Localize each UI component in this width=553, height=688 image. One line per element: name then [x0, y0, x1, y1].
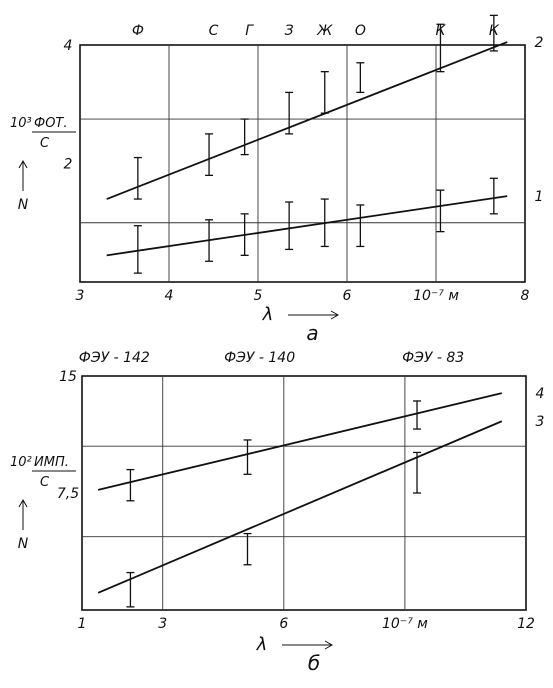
y-unit-exponent: 10²	[10, 455, 32, 470]
y-axis-arrowhead	[18, 159, 28, 169]
plot-frame	[79, 44, 526, 283]
top-annotation-label: ФЭУ - 140	[224, 350, 295, 366]
top-annotation-label: Ф	[132, 23, 144, 39]
plot-frame	[81, 375, 527, 611]
y-unit-exponent: 10³	[10, 116, 32, 131]
x-tick-label: 5	[254, 288, 263, 304]
x-tick-label: 1	[78, 616, 87, 632]
y-unit-denominator: С	[40, 475, 50, 490]
x-axis-label: λ	[256, 634, 268, 655]
x-tick-label: 8	[521, 288, 530, 304]
x-axis-label: λ	[262, 304, 274, 325]
series-label: 2	[535, 35, 544, 51]
series-label: 1	[535, 189, 544, 205]
x-tick-label: 4	[165, 288, 174, 304]
top-annotation-label: С	[209, 23, 219, 39]
y-unit-numerator: ИМП.	[34, 455, 69, 470]
x-axis-arrowhead	[324, 640, 334, 650]
y-tick-label: 4	[64, 38, 73, 54]
top-annotation-label: О	[355, 23, 366, 39]
series-fit-line	[97, 420, 503, 594]
top-annotation-label: З	[285, 23, 294, 39]
x-tick-label: 3	[158, 616, 167, 632]
series-fit-line	[106, 195, 508, 257]
series-fit-line	[106, 41, 508, 200]
y-axis-arrowhead	[18, 498, 28, 508]
top-annotation-label: ФЭУ - 142	[79, 350, 150, 366]
top-annotation-label: ФЭУ - 83	[402, 350, 464, 366]
y-axis-label: N	[18, 536, 29, 552]
x-tick-label: 12	[517, 616, 535, 632]
top-annotation-label: Г	[245, 23, 254, 39]
series-label: 3	[536, 414, 545, 430]
y-unit-denominator: С	[40, 136, 50, 151]
x-tick-label: 6	[279, 616, 288, 632]
series-fit-line	[97, 392, 502, 491]
x-axis-arrowhead	[330, 310, 340, 320]
y-tick-label: 15	[59, 369, 77, 385]
series-label: 4	[536, 386, 545, 402]
x-tick-label: 6	[343, 288, 352, 304]
x-tick-label: 10⁻⁷ м	[382, 616, 428, 632]
x-tick-label: 3	[76, 288, 85, 304]
panel-label: а	[306, 321, 318, 345]
top-annotation-label: Ж	[316, 23, 333, 39]
x-tick-label: 10⁻⁷ м	[413, 288, 459, 304]
y-tick-label: 2	[64, 157, 73, 173]
y-unit-numerator: ФОТ.	[34, 116, 68, 131]
panel-label: б	[308, 651, 320, 675]
y-tick-label: 7,5	[57, 486, 79, 502]
y-axis-label: N	[18, 197, 29, 213]
